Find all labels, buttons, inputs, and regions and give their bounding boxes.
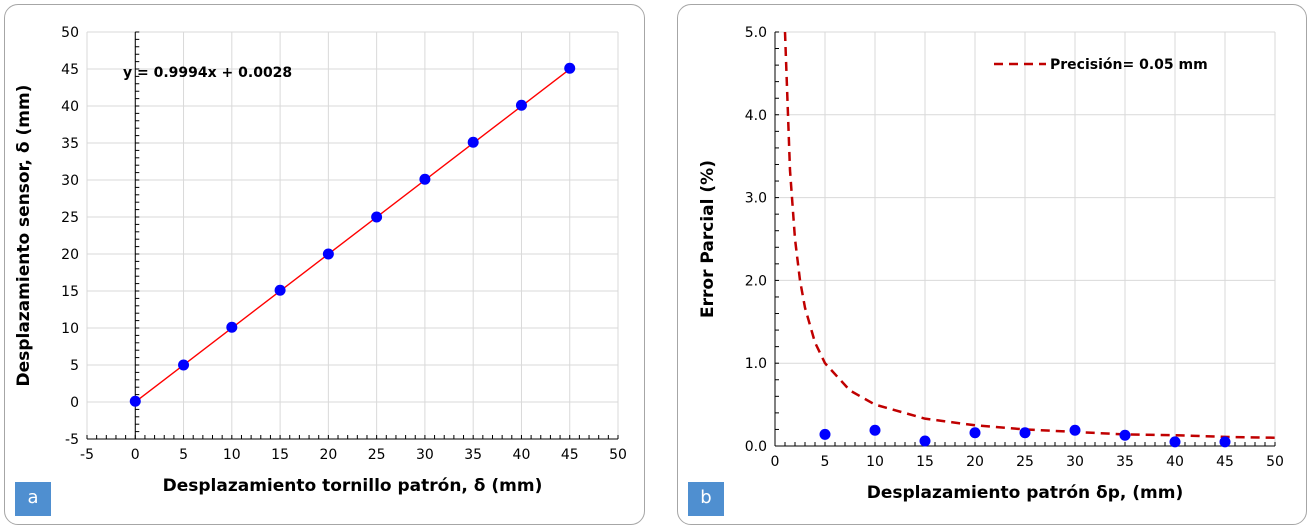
chart-b-data-point xyxy=(819,428,831,440)
chart-a-plot: -5 0 5 10 15 20 25 30 35 40 45 50 -5 0 5 10 15 20 25 30 35 40… xyxy=(14,25,627,496)
chart-b-x-tick-label: 35 xyxy=(1116,454,1134,470)
chart-a-y-tick-label: 30 xyxy=(61,173,79,189)
chart-panel-a: -5 0 5 10 15 20 25 30 35 40 45 50 -5 0 5 10 15 20 25 30 35 40… xyxy=(4,4,645,525)
chart-b-x-axis-title: Desplazamiento patrón δp, (mm) xyxy=(867,483,1184,503)
panel-a-badge: a xyxy=(15,482,51,516)
chart-b-data-point xyxy=(1019,427,1031,439)
chart-a-x-tick-label: 10 xyxy=(223,447,241,463)
chart-panel-b: 0 5 10 15 20 25 30 35 40 45 50 0.0 1.0 2.0 3.0 4.0 5.0 De… xyxy=(677,4,1307,525)
chart-b-x-tick-label: 40 xyxy=(1166,454,1184,470)
chart-b-series-dashed-line xyxy=(783,31,1276,439)
chart-a-y-tick-label: 50 xyxy=(61,25,79,41)
chart-b-x-tick-label: 10 xyxy=(866,454,884,470)
chart-a-x-tick-label: -5 xyxy=(80,447,94,463)
chart-b-y-tick-label: 2.0 xyxy=(745,273,767,289)
chart-a-data-point xyxy=(322,248,334,260)
chart-a-y-tick-label: 20 xyxy=(61,247,79,263)
chart-a-x-axis-title: Desplazamiento tornillo patrón, δ (mm) xyxy=(163,476,543,496)
chart-a-y-tick-label: -5 xyxy=(65,432,79,448)
chart-a-y-axis-title: Desplazamiento sensor, δ (mm) xyxy=(14,85,34,387)
chart-a-data-point xyxy=(129,395,141,407)
chart-a-data-point xyxy=(564,62,576,74)
chart-b-data-point xyxy=(1119,429,1131,441)
chart-a-x-tick-label: 25 xyxy=(368,447,386,463)
chart-a-x-tick-label: 20 xyxy=(319,447,337,463)
chart-b-data-point xyxy=(919,435,931,447)
chart-a-y-tick-label: 35 xyxy=(61,136,79,152)
chart-b-y-axis-title: Error Parcial (%) xyxy=(698,160,718,318)
chart-b-data-point xyxy=(869,424,881,436)
chart-b-data-point xyxy=(1219,436,1231,448)
chart-b-data-point xyxy=(969,427,981,439)
chart-b-plot: 0 5 10 15 20 25 30 35 40 45 50 0.0 1.0 2.0 3.0 4.0 5.0 De… xyxy=(698,25,1284,503)
chart-b-x-tick-label: 15 xyxy=(916,454,934,470)
chart-b-x-tick-label: 5 xyxy=(821,454,830,470)
chart-a-y-tick-label: 0 xyxy=(70,395,79,411)
chart-b-x-tick-label: 30 xyxy=(1066,454,1084,470)
chart-a-data-point xyxy=(419,173,431,185)
chart-a-x-tick-label: 50 xyxy=(609,447,627,463)
chart-a-data-point xyxy=(226,321,238,333)
chart-a-y-tick-label: 25 xyxy=(61,210,79,226)
chart-a-y-tick-label: 10 xyxy=(61,321,79,337)
chart-a-data-point xyxy=(274,284,286,296)
chart-a-data-point xyxy=(371,211,383,223)
chart-b-y-tick-label: 3.0 xyxy=(745,191,767,207)
chart-b-x-tick-label: 45 xyxy=(1216,454,1234,470)
chart-b-data-point xyxy=(1069,424,1081,436)
chart-a-x-tick-label: 45 xyxy=(561,447,579,463)
chart-b-x-tick-label: 20 xyxy=(966,454,984,470)
chart-b-x-tick-label: 25 xyxy=(1016,454,1034,470)
chart-b-y-tick-label: 5.0 xyxy=(745,25,767,41)
chart-b-y-tick-label: 4.0 xyxy=(745,108,767,124)
chart-a-y-tick-label: 5 xyxy=(70,358,79,374)
chart-a-x-tick-label: 15 xyxy=(271,447,289,463)
chart-a-data-point xyxy=(178,359,190,371)
panel-b-badge: b xyxy=(688,482,724,516)
chart-a-x-tick-label: 0 xyxy=(131,447,140,463)
chart-a-data-point xyxy=(515,99,527,111)
chart-a-trendline-equation: y = 0.9994x + 0.0028 xyxy=(123,65,292,81)
chart-a-data-point xyxy=(467,136,479,148)
chart-a-y-tick-label: 40 xyxy=(61,99,79,115)
chart-a-series-trend-line xyxy=(134,68,571,403)
chart-b-data-point xyxy=(1169,436,1181,448)
chart-a-x-tick-label: 5 xyxy=(179,447,188,463)
chart-a-x-tick-label: 40 xyxy=(513,447,531,463)
chart-b-y-tick-label: 0.0 xyxy=(745,439,767,455)
chart-b-legend-label: Precisión= 0.05 mm xyxy=(1050,57,1208,73)
chart-a-x-tick-label: 30 xyxy=(416,447,434,463)
chart-a-y-tick-label: 45 xyxy=(61,62,79,78)
chart-b-y-tick-label: 1.0 xyxy=(745,356,767,372)
chart-a-x-tick-label: 35 xyxy=(464,447,482,463)
chart-b-x-tick-label: 0 xyxy=(771,454,780,470)
chart-b-x-tick-label: 50 xyxy=(1266,454,1284,470)
chart-a-y-tick-label: 15 xyxy=(61,284,79,300)
